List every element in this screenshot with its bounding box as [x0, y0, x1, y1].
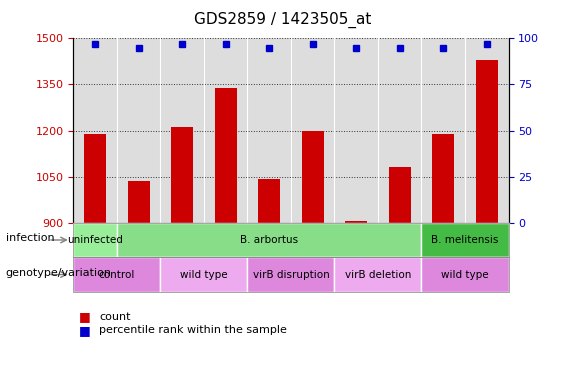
Bar: [215, 88, 237, 223]
Bar: [258, 179, 280, 223]
Text: GDS2859 / 1423505_at: GDS2859 / 1423505_at: [194, 12, 371, 28]
Text: control: control: [99, 270, 135, 280]
Text: infection: infection: [6, 233, 54, 243]
Text: B. arbortus: B. arbortus: [240, 235, 298, 245]
Text: ■: ■: [79, 324, 91, 337]
Bar: [128, 181, 150, 223]
Bar: [345, 221, 367, 223]
Text: genotype/variation: genotype/variation: [6, 268, 112, 278]
Bar: [171, 127, 193, 223]
Text: ■: ■: [79, 310, 91, 323]
Bar: [389, 167, 411, 223]
Text: B. melitensis: B. melitensis: [431, 235, 499, 245]
Text: count: count: [99, 312, 131, 322]
Text: percentile rank within the sample: percentile rank within the sample: [99, 325, 287, 335]
Bar: [476, 60, 498, 223]
Bar: [432, 134, 454, 223]
Text: virB disruption: virB disruption: [253, 270, 329, 280]
Text: wild type: wild type: [180, 270, 228, 280]
Text: virB deletion: virB deletion: [345, 270, 411, 280]
Text: uninfected: uninfected: [67, 235, 123, 245]
Bar: [302, 131, 324, 223]
Bar: [84, 134, 106, 223]
Text: wild type: wild type: [441, 270, 489, 280]
